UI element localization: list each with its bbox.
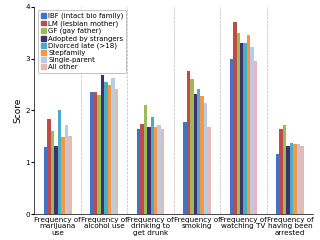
- Bar: [194, 94, 197, 214]
- Bar: [240, 43, 244, 214]
- Bar: [204, 102, 207, 214]
- Bar: [137, 128, 140, 214]
- Bar: [161, 128, 164, 214]
- Bar: [197, 89, 201, 214]
- Bar: [154, 127, 157, 214]
- Bar: [286, 146, 290, 214]
- Bar: [140, 124, 144, 214]
- Bar: [190, 79, 194, 214]
- Bar: [187, 72, 190, 214]
- Y-axis label: Score: Score: [14, 98, 23, 123]
- Bar: [65, 125, 68, 214]
- Bar: [47, 119, 51, 214]
- Bar: [233, 22, 236, 214]
- Bar: [244, 43, 247, 214]
- Bar: [279, 128, 283, 214]
- Bar: [207, 127, 211, 214]
- Bar: [293, 144, 297, 214]
- Bar: [297, 144, 300, 214]
- Bar: [68, 136, 71, 214]
- Bar: [183, 122, 187, 214]
- Bar: [150, 117, 154, 214]
- Bar: [157, 125, 161, 214]
- Bar: [236, 33, 240, 214]
- Legend: IBF (intact bio family), LM (lesbian mother), GF (gay father), Adopted by strang: IBF (intact bio family), LM (lesbian mot…: [38, 10, 126, 73]
- Bar: [100, 75, 104, 214]
- Bar: [247, 35, 251, 214]
- Bar: [90, 92, 93, 214]
- Bar: [229, 59, 233, 214]
- Bar: [201, 96, 204, 214]
- Bar: [115, 89, 118, 214]
- Bar: [276, 154, 279, 214]
- Bar: [283, 125, 286, 214]
- Bar: [144, 105, 147, 214]
- Bar: [111, 78, 115, 214]
- Bar: [251, 47, 254, 214]
- Bar: [147, 127, 150, 214]
- Bar: [58, 110, 61, 214]
- Bar: [290, 143, 293, 214]
- Bar: [51, 131, 54, 214]
- Bar: [254, 61, 257, 214]
- Bar: [108, 85, 111, 214]
- Bar: [61, 137, 65, 214]
- Bar: [44, 147, 47, 214]
- Bar: [104, 82, 108, 214]
- Bar: [54, 146, 58, 214]
- Bar: [93, 92, 97, 214]
- Bar: [97, 95, 100, 214]
- Bar: [300, 146, 304, 214]
